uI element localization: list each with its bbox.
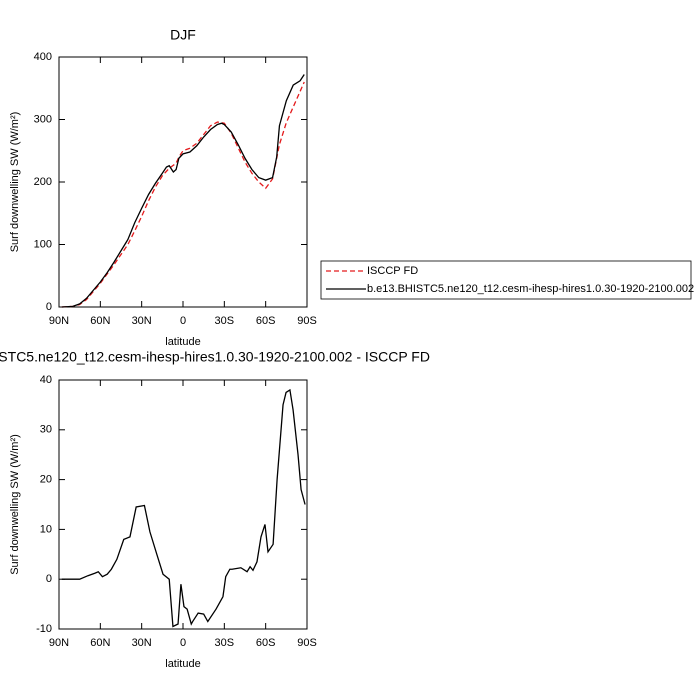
y-tick-label: 20: [40, 474, 52, 486]
x-tick-label: 90S: [297, 637, 317, 649]
x-tick-label: 0: [180, 637, 186, 649]
x-tick-label: 60S: [256, 637, 276, 649]
y-tick-label: 400: [34, 51, 52, 63]
y-axis-title: Surf downwelling SW (W/m²): [9, 434, 21, 575]
chart-title: b.e13.BHISTC5.ne120_t12.cesm-ihesp-hires…: [0, 349, 430, 365]
y-tick-label: 10: [40, 523, 52, 535]
x-tick-label: 60N: [90, 637, 110, 649]
legend-box: [320, 260, 692, 300]
y-tick-label: 0: [46, 573, 52, 585]
y-tick-label: 100: [34, 238, 52, 250]
plot-frame: [58, 56, 308, 308]
y-tick-label: 200: [34, 176, 52, 188]
x-tick-label: 90N: [49, 637, 69, 649]
y-tick-label: 40: [40, 374, 52, 386]
x-tick-label: 30N: [132, 637, 152, 649]
x-tick-label: 90N: [49, 315, 69, 327]
x-axis-title: latitude: [165, 336, 200, 348]
y-tick-label: 300: [34, 113, 52, 125]
x-axis-title: latitude: [165, 658, 200, 670]
chart-title: DJF: [170, 27, 196, 43]
x-tick-label: 60N: [90, 315, 110, 327]
legend-label: ISCCP FD: [367, 265, 418, 277]
y-axis-title: Surf downwelling SW (W/m²): [9, 112, 21, 253]
plot-frame: [58, 379, 308, 630]
data-line: [61, 74, 305, 308]
x-tick-label: 30S: [215, 315, 235, 327]
data-line: [61, 81, 305, 308]
x-tick-label: 30S: [215, 637, 235, 649]
y-tick-label: 0: [46, 301, 52, 313]
y-tick-label: 30: [40, 424, 52, 436]
x-tick-label: 30N: [132, 315, 152, 327]
x-tick-label: 90S: [297, 315, 317, 327]
y-tick-label: -10: [36, 623, 52, 635]
legend-label: b.e13.BHISTC5.ne120_t12.cesm-ihesp-hires…: [367, 283, 694, 295]
x-tick-label: 0: [180, 315, 186, 327]
data-line: [61, 388, 306, 628]
x-tick-label: 60S: [256, 315, 276, 327]
